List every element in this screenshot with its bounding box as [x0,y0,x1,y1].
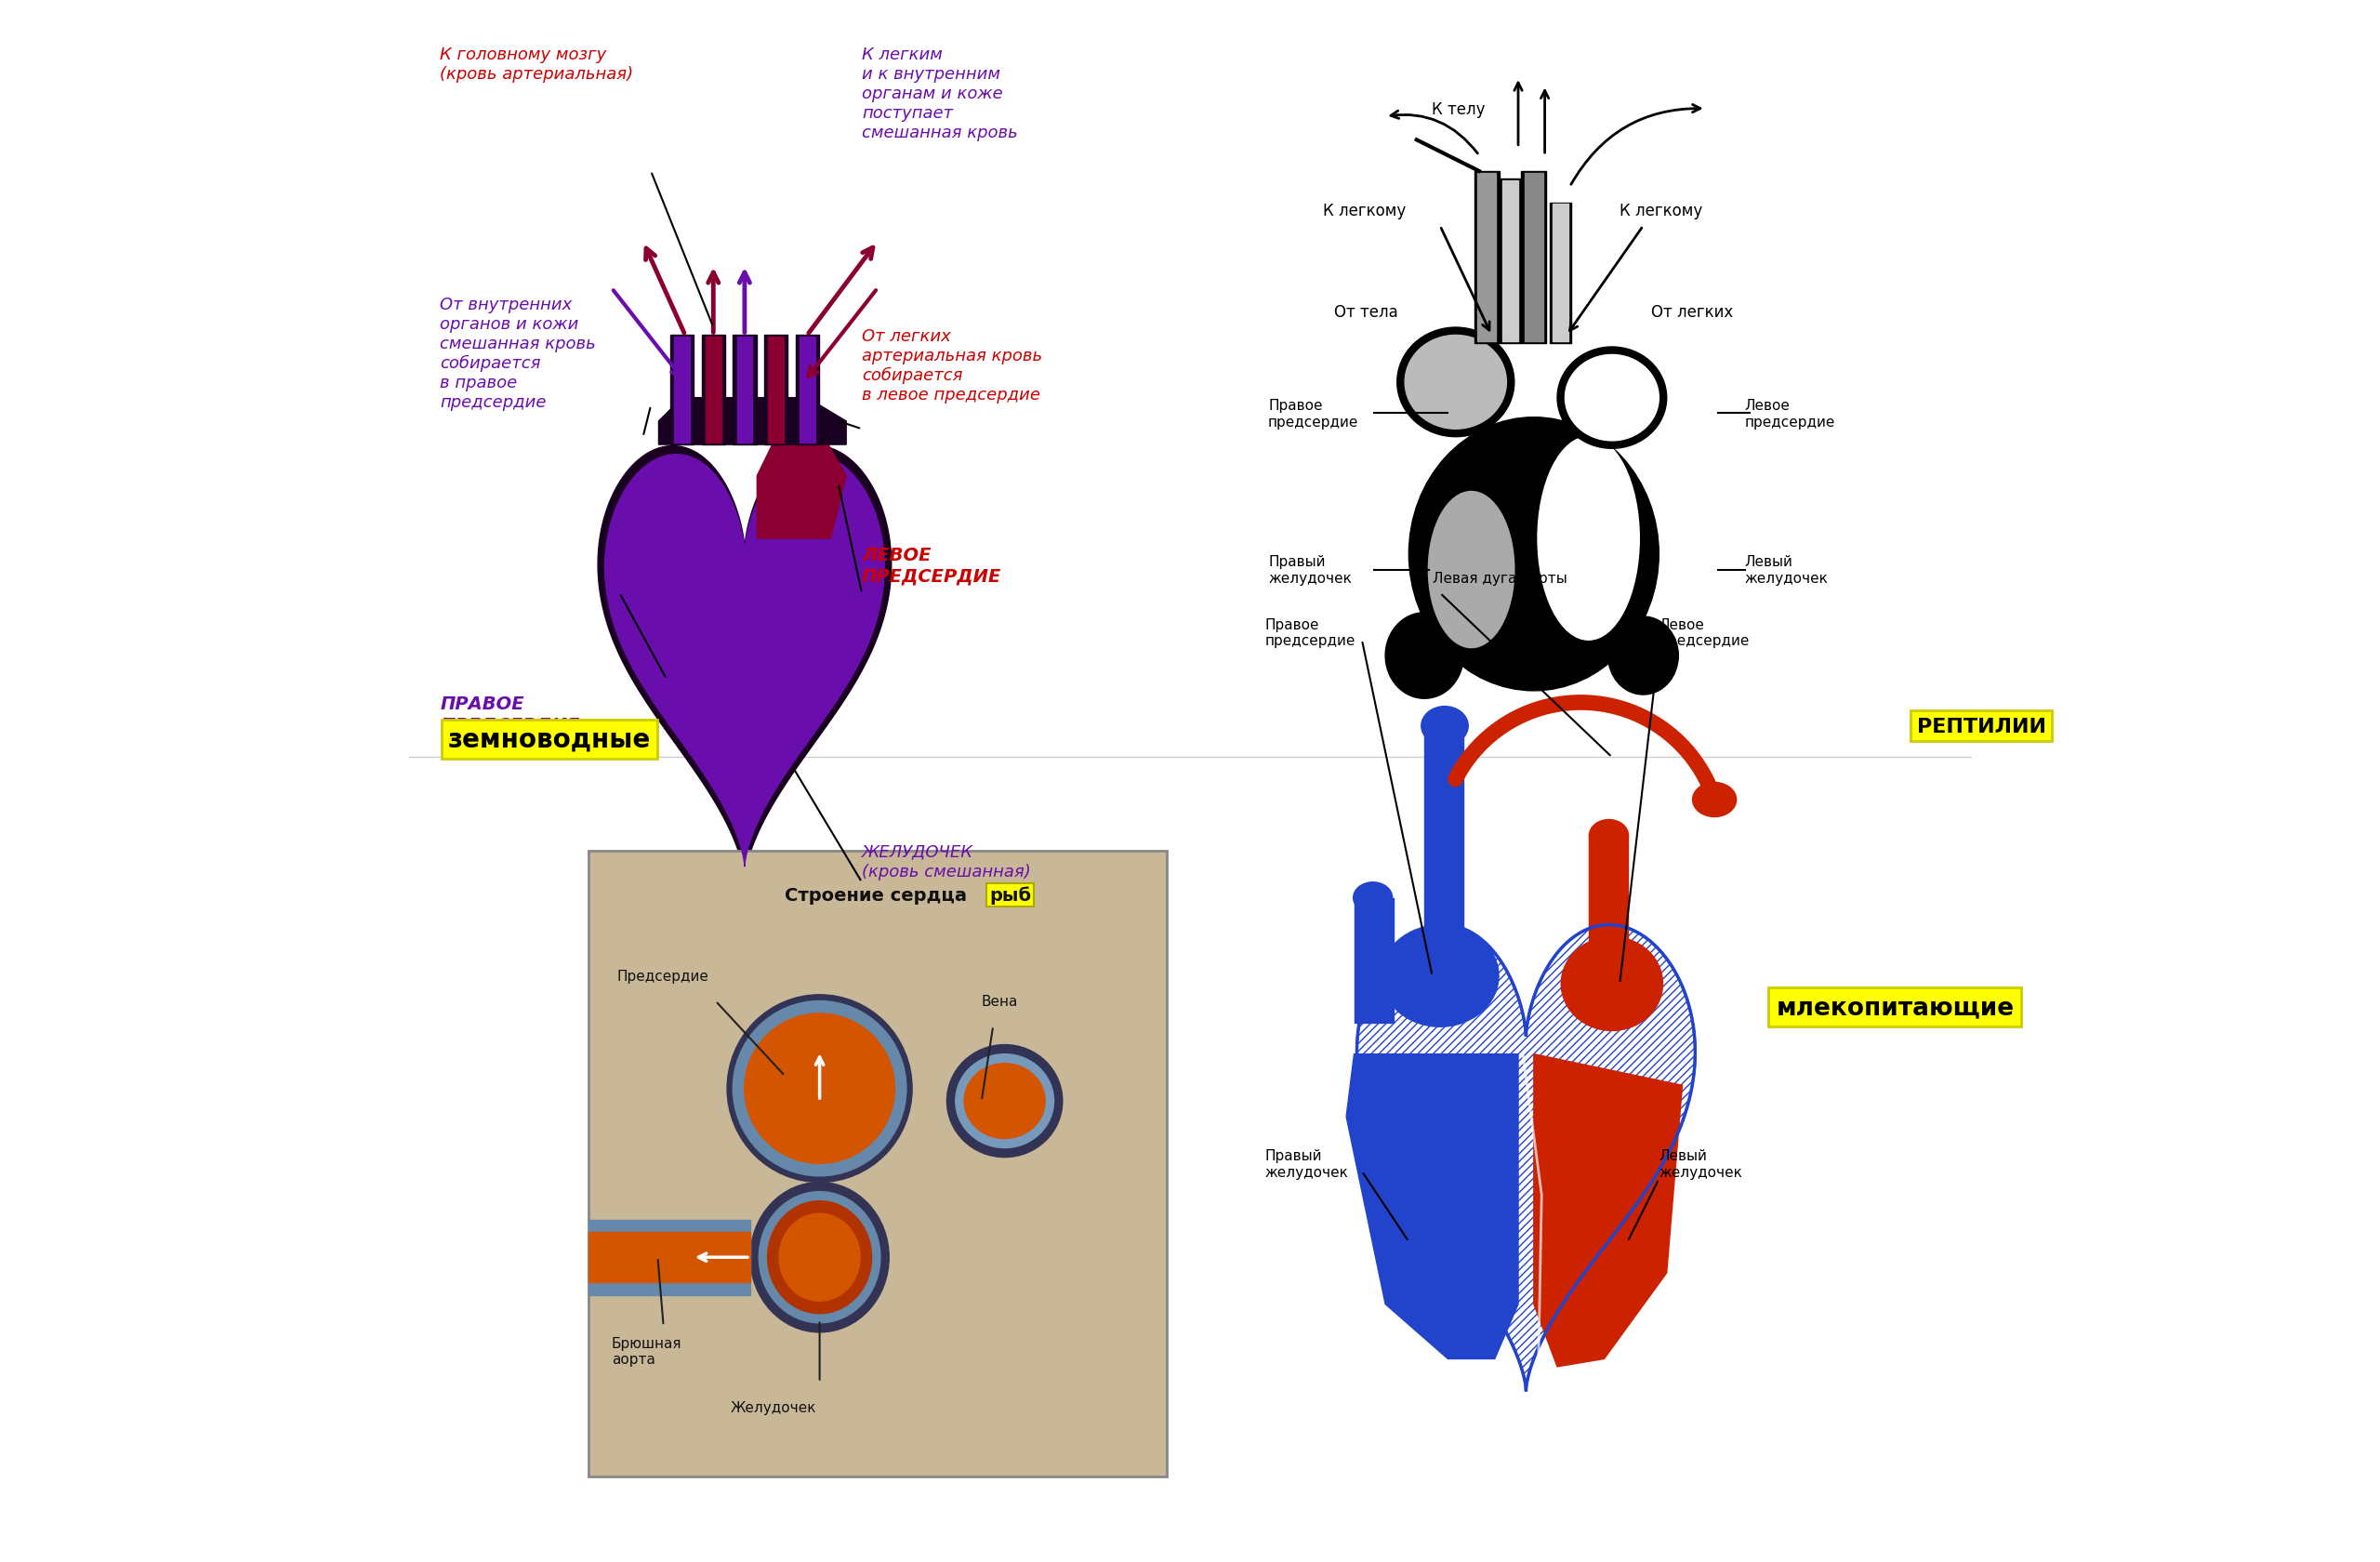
Ellipse shape [750,1182,890,1332]
Ellipse shape [1380,925,1499,1028]
Bar [704,337,721,444]
Text: РЕПТИЛИИ: РЕПТИЛИИ [1916,717,2047,736]
Text: млекопитающие: млекопитающие [1775,995,2013,1020]
Text: Левое
предсердие: Левое предсердие [1659,617,1749,648]
Polygon shape [1357,925,1695,1390]
Ellipse shape [1404,336,1507,430]
Bar [769,337,783,444]
Ellipse shape [1409,417,1659,690]
Bar [1502,181,1518,342]
Bar [1478,173,1497,342]
Ellipse shape [1428,492,1514,648]
Bar [795,336,819,445]
Text: Желудочек: Желудочек [731,1401,816,1414]
Ellipse shape [1609,617,1678,695]
Ellipse shape [745,1014,895,1164]
Bar [738,337,752,444]
Bar [1552,205,1568,342]
Ellipse shape [769,1201,871,1314]
Ellipse shape [1557,348,1666,448]
Ellipse shape [1354,883,1392,914]
Ellipse shape [1397,328,1514,437]
Ellipse shape [1566,355,1659,440]
Bar [1549,203,1571,344]
Text: Левое
предсердие: Левое предсердие [1745,398,1835,430]
Text: Правый
желудочек: Правый желудочек [1269,555,1352,586]
Text: Брюшная
аорта: Брюшная аорта [612,1336,681,1367]
Polygon shape [597,447,892,879]
Text: К легкому: К легкому [1621,203,1702,219]
Ellipse shape [1692,783,1737,817]
Text: К легкому: К легкому [1323,203,1407,219]
Text: От внутренних
органов и кожи
смешанная кровь
собирается
в правое
предсердие: От внутренних органов и кожи смешанная к… [440,297,595,411]
Text: К легким
и к внутренним
органам и коже
поступает
смешанная кровь: К легким и к внутренним органам и коже п… [862,47,1019,141]
Text: Правый
желудочек: Правый желудочек [1266,1148,1349,1179]
Ellipse shape [778,1214,859,1301]
Text: земноводные: земноводные [447,726,650,753]
Ellipse shape [1421,708,1468,747]
Polygon shape [757,422,847,539]
Text: От легких: От легких [1652,305,1733,320]
Text: ЖЕЛУДОЧЕК
(кровь смешанная): ЖЕЛУДОЧЕК (кровь смешанная) [862,843,1031,879]
Text: рыб: рыб [990,886,1031,904]
Polygon shape [1533,1054,1683,1367]
Text: ЛЕВОЕ
ПРЕДСЕРДИЕ: ЛЕВОЕ ПРЕДСЕРДИЕ [862,547,1002,584]
Ellipse shape [733,1001,907,1176]
Bar [702,336,726,445]
Text: От легких
артериальная кровь
собирается
в левое предсердие: От легких артериальная кровь собирается … [862,328,1042,403]
Bar [1521,172,1547,344]
FancyBboxPatch shape [588,851,1166,1476]
Bar [1526,173,1542,342]
Ellipse shape [1561,937,1664,1031]
Bar [800,337,814,444]
Text: Строение сердца: Строение сердца [785,886,966,904]
Text: Правое
предсердие: Правое предсердие [1266,617,1357,648]
Ellipse shape [1590,820,1628,851]
Text: Правое
предсердие: Правое предсердие [1269,398,1359,430]
Bar [1499,180,1521,344]
Text: К головному мозгу
(кровь артериальная): К головному мозгу (кровь артериальная) [440,47,633,83]
Polygon shape [659,398,847,445]
Text: Левый
желудочек: Левый желудочек [1659,1148,1742,1179]
Bar [674,337,690,444]
Ellipse shape [1385,612,1464,698]
Bar [764,336,788,445]
Ellipse shape [759,1192,881,1323]
Text: ПРАВОЕ
ПРЕДСЕРДИЕ: ПРАВОЕ ПРЕДСЕРДИЕ [440,695,581,733]
Text: К телу: К телу [1433,102,1485,117]
Text: Предсердие: Предсердие [616,970,709,982]
Text: Вена: Вена [981,995,1019,1007]
Polygon shape [1347,1054,1518,1359]
Ellipse shape [1537,437,1640,640]
Bar [1476,172,1499,344]
Bar [671,336,695,445]
Text: Левая дуга аорты: Левая дуга аорты [1433,572,1566,586]
Text: Левый
желудочек: Левый желудочек [1745,555,1828,586]
Ellipse shape [964,1064,1045,1139]
Text: От тела: От тела [1333,305,1397,320]
Polygon shape [605,455,885,867]
Ellipse shape [947,1045,1061,1157]
Ellipse shape [954,1054,1054,1148]
Ellipse shape [728,995,912,1182]
Bar [733,336,757,445]
